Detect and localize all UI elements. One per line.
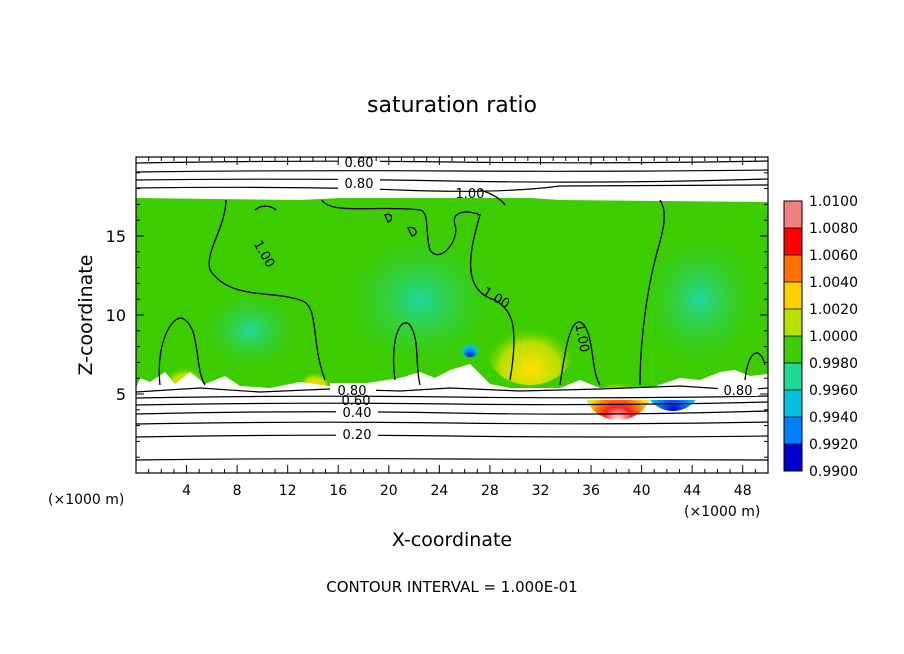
y-tick-label: 5 — [116, 385, 126, 404]
x-tick-label: 16 — [329, 483, 347, 499]
colorbar-swatch — [784, 228, 802, 255]
colorbar-label: 0.9940 — [809, 410, 858, 426]
y-axis-ticks: 5 10 15 — [106, 172, 768, 458]
contours-lower — [136, 385, 768, 461]
contour-label: 0.60 — [345, 156, 374, 171]
colorbar-label: 0.9980 — [809, 356, 858, 372]
colorbar-label: 0.9920 — [809, 437, 858, 453]
colorbar-swatch — [784, 444, 802, 471]
colorbar-swatch — [784, 417, 802, 444]
contour-label: 0.40 — [343, 406, 372, 421]
contour-interval-note: CONTOUR INTERVAL = 1.000E-01 — [326, 578, 577, 596]
blue-minimum-26 — [460, 333, 480, 357]
colorbar-swatch — [784, 390, 802, 417]
contour-labels: 0.60 0.80 1.00 1.00 1.00 1.00 0.80 0.60 … — [250, 156, 758, 443]
colorbar-label: 1.0060 — [809, 248, 858, 264]
contours-upper — [136, 160, 768, 192]
colorbar: 1.0100 1.0080 1.0060 1.0040 1.0020 1.0000 0.99… — [783, 194, 858, 480]
colorbar-label: 1.0020 — [809, 302, 858, 318]
colorbar-swatch — [784, 336, 802, 363]
cloud-top-edge — [136, 190, 768, 202]
x-tick-label: 48 — [734, 483, 752, 499]
plot-area: 0.60 0.80 1.00 1.00 1.00 1.00 0.80 0.60 … — [136, 156, 768, 473]
x-tick-label: 8 — [233, 483, 242, 499]
colorbar-label: 1.0000 — [809, 329, 858, 345]
colorbar-swatch — [784, 363, 802, 390]
x-tick-label: 24 — [430, 483, 448, 499]
yellow-patch-30 — [485, 305, 575, 385]
colorbar-label: 0.9900 — [809, 464, 858, 480]
colorbar-swatch — [784, 201, 802, 228]
contour-label: 0.80 — [338, 384, 367, 399]
colorbar-label: 1.0080 — [809, 221, 858, 237]
contour-label: 0.80 — [345, 177, 374, 192]
x-tick-label: 32 — [532, 483, 550, 499]
chart-title: saturation ratio — [367, 93, 537, 118]
contour-label: 1.00 — [572, 323, 592, 354]
x-tick-label: 28 — [481, 483, 499, 499]
contour-label: 0.20 — [343, 428, 372, 443]
x-axis-title: X-coordinate — [392, 529, 512, 551]
x-tick-label: 20 — [380, 483, 398, 499]
x-tick-label: 4 — [182, 483, 191, 499]
cyan-patch-left — [200, 290, 300, 370]
colorbar-label: 0.9960 — [809, 383, 858, 399]
x-tick-label: 36 — [582, 483, 600, 499]
contour-label: 1.00 — [456, 187, 485, 202]
colorbar-label: 1.0100 — [809, 194, 858, 210]
saturation-field — [136, 190, 768, 420]
x-axis-unit: (×1000 m) — [684, 504, 760, 520]
contour-label: 0.80 — [724, 384, 753, 399]
y-axis-unit: (×1000 m) — [48, 492, 124, 508]
y-tick-label: 15 — [106, 227, 126, 246]
x-tick-label: 40 — [633, 483, 651, 499]
cyan-patch-right — [640, 230, 760, 370]
colorbar-swatch — [784, 282, 802, 309]
colorbar-swatch — [784, 309, 802, 336]
colorbar-swatch — [784, 255, 802, 282]
contours-saturation — [158, 189, 766, 386]
x-tick-label: 44 — [683, 483, 701, 499]
cyan-patch-mid — [340, 230, 500, 370]
y-tick-label: 10 — [106, 306, 126, 325]
x-axis-ticks: 4 8 12 16 20 24 28 32 36 40 44 48 — [148, 157, 756, 499]
colorbar-label: 1.0040 — [809, 275, 858, 291]
x-tick-label: 12 — [279, 483, 297, 499]
y-axis-title: Z-coordinate — [75, 255, 97, 376]
